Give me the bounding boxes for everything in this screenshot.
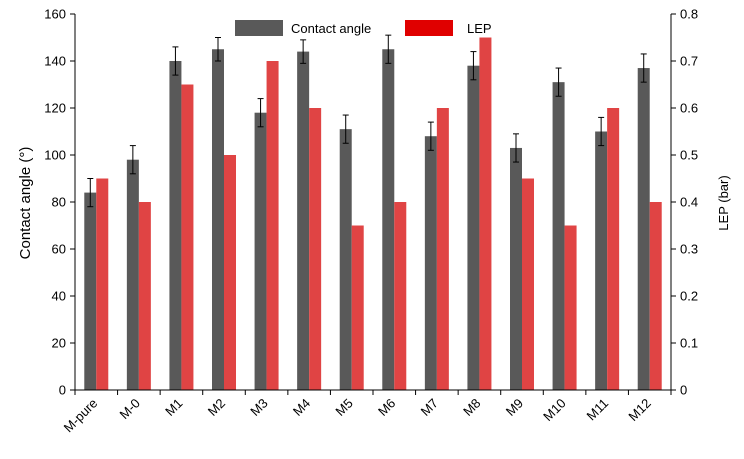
legend-swatch-contact-angle	[235, 20, 283, 36]
bar-contact-angle-m5	[339, 129, 352, 390]
legend: Contact angle LEP	[235, 20, 492, 36]
x-tick-label: M1	[162, 396, 185, 419]
x-tick-label: M12	[625, 396, 653, 424]
y-axis-right-title: LEP (bar)	[716, 175, 731, 230]
y-tick-label-left: 120	[44, 101, 66, 116]
legend-label-lep: LEP	[467, 21, 492, 36]
bar-lep-m2	[224, 155, 236, 390]
x-tick-label: M3	[247, 396, 270, 419]
bar-lep-m8	[479, 37, 492, 390]
y-tick-label-right: 0.4	[680, 195, 698, 210]
legend-label-contact-angle: Contact angle	[291, 21, 371, 36]
y-tick-label-left: 60	[52, 242, 66, 257]
x-tick-label: M8	[460, 396, 483, 419]
x-tick-label: M11	[583, 396, 611, 424]
bar-lep-m6	[394, 202, 407, 390]
y-tick-label-right: 0.5	[680, 148, 698, 163]
bar-lep-m-pure	[96, 178, 109, 390]
y-axis-left-ticks: 0 20 40 60 80 100 120 140 160	[44, 7, 75, 398]
bar-lep-m11	[607, 108, 620, 390]
bar-contact-angle-m-0	[126, 159, 139, 390]
x-tick-label: M-0	[117, 396, 143, 422]
y-tick-label-right: 0	[680, 383, 687, 398]
bar-contact-angle-m4	[297, 51, 310, 390]
y-tick-label-right: 0.8	[680, 7, 698, 22]
y-tick-label-left: 140	[44, 54, 66, 69]
y-tick-label-right: 0.6	[680, 101, 698, 116]
x-tick-label: M9	[503, 396, 526, 419]
x-tick-label: M5	[332, 396, 355, 419]
bar-lep-m7	[436, 108, 449, 390]
bar-contact-angle-m10	[552, 82, 565, 391]
y-tick-label-right: 0.1	[680, 336, 698, 351]
y-tick-label-right: 0.2	[680, 289, 698, 304]
y-axis-right-ticks: 0 0.1 0.2 0.3 0.4 0.5 0.6 0.7 0.8	[671, 7, 698, 398]
bar-lep-m1	[181, 84, 194, 390]
bar-contact-angle-m8	[467, 65, 480, 390]
y-tick-label-right: 0.3	[680, 242, 698, 257]
bar-contact-angle-m6	[382, 49, 395, 390]
x-tick-label: M10	[540, 396, 568, 424]
x-tick-label: M2	[205, 396, 228, 419]
bar-lep-m4	[309, 108, 322, 390]
y-tick-label-left: 40	[52, 289, 66, 304]
x-tick-label: M7	[418, 396, 441, 419]
x-tick-label: M6	[375, 396, 398, 419]
bar-contact-angle-m1	[169, 61, 182, 390]
bar-contact-angle-m9	[510, 147, 522, 390]
y-tick-label-left: 80	[52, 195, 66, 210]
y-tick-label-left: 160	[44, 7, 66, 22]
bars-group	[84, 37, 662, 391]
bar-lep-m9	[522, 178, 534, 390]
y-tick-label-left: 0	[59, 383, 66, 398]
bar-contact-angle-m-pure	[84, 192, 97, 390]
bar-contact-angle-m7	[424, 136, 437, 390]
bar-lep-m10	[564, 225, 577, 390]
y-tick-label-right: 0.7	[680, 54, 698, 69]
y-axis-left-title: Contact angle (°)	[17, 147, 34, 260]
bar-lep-m5	[351, 225, 364, 390]
bar-lep-m12	[649, 202, 662, 390]
legend-swatch-lep	[405, 20, 453, 36]
bar-contact-angle-m3	[254, 112, 267, 390]
bar-contact-angle-m2	[212, 49, 224, 390]
bar-lep-m3	[266, 61, 279, 390]
x-tick-label: M4	[290, 396, 313, 419]
x-tick-label: M-pure	[61, 396, 101, 436]
bar-lep-m-0	[138, 202, 151, 390]
y-tick-label-left: 20	[52, 336, 66, 351]
axes-group	[74, 14, 672, 391]
errorbars-group	[87, 34, 647, 208]
bar-contact-angle-m11	[595, 131, 608, 390]
bar-contact-angle-m12	[637, 68, 650, 391]
y-tick-label-left: 100	[44, 148, 66, 163]
x-axis-ticks: M-pure M-0 M1 M2 M3 M4 M5 M6 M7 M8 M9 M10 M11 M12	[61, 390, 672, 436]
